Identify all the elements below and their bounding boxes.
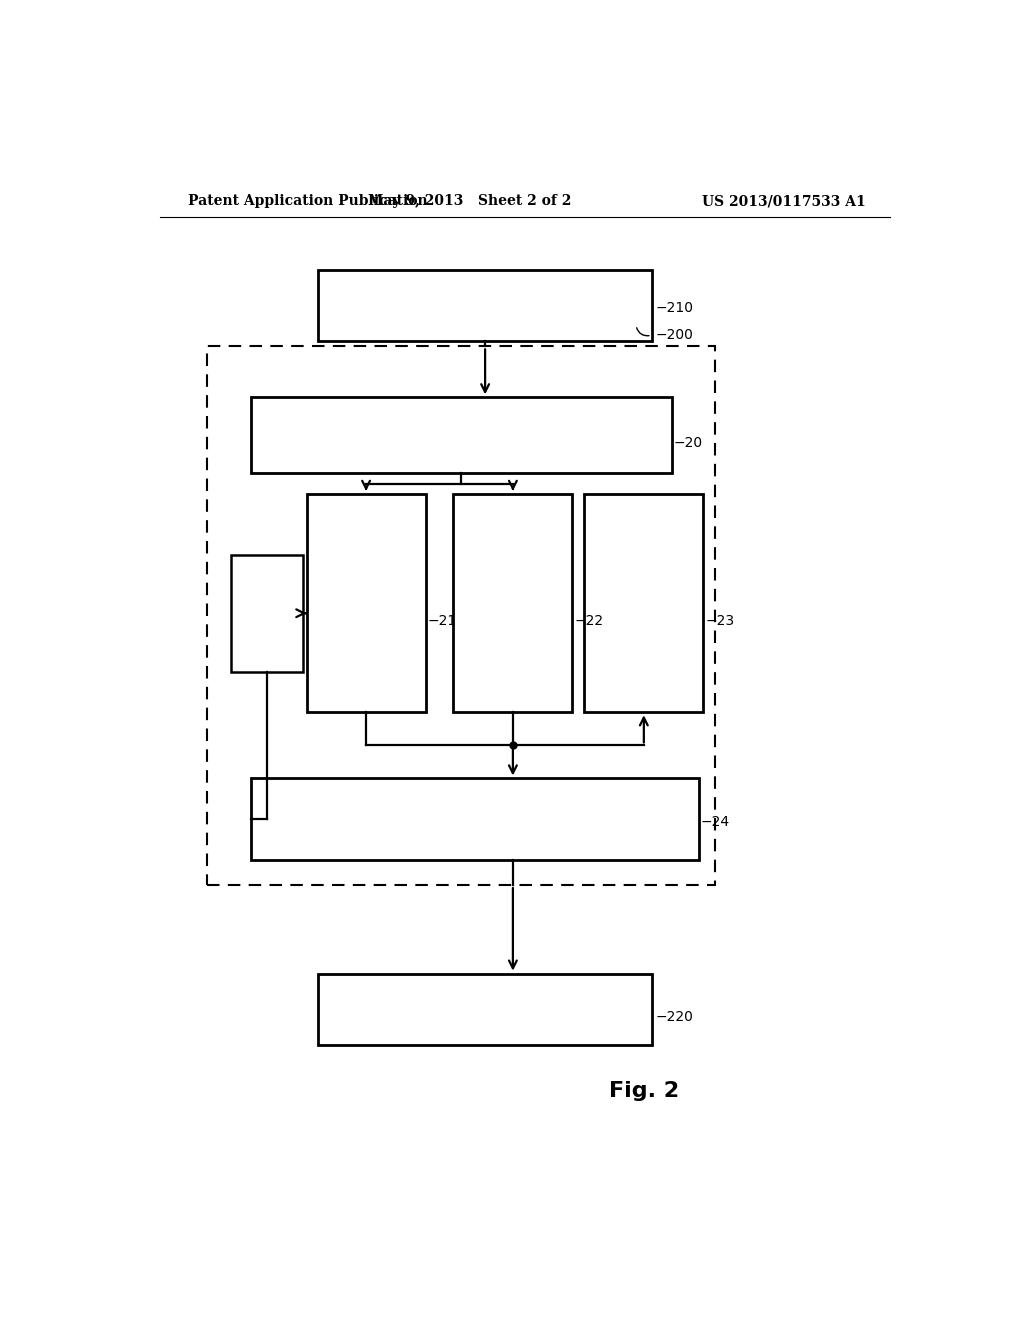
Text: Patent Application Publication: Patent Application Publication [187, 194, 427, 209]
Bar [318, 974, 651, 1044]
Text: Fig. 2: Fig. 2 [609, 1081, 679, 1101]
Text: −22: −22 [574, 614, 604, 628]
Bar [318, 271, 651, 342]
Text: −23: −23 [706, 614, 735, 628]
Text: −21: −21 [428, 614, 458, 628]
Text: US 2013/0117533 A1: US 2013/0117533 A1 [702, 194, 866, 209]
Bar [454, 494, 572, 713]
Text: May 9, 2013   Sheet 2 of 2: May 9, 2013 Sheet 2 of 2 [368, 194, 571, 209]
Text: −200: −200 [655, 329, 693, 342]
Bar [251, 397, 672, 474]
Bar [231, 554, 303, 672]
Bar [585, 494, 703, 713]
Text: −24: −24 [701, 816, 730, 829]
Bar [207, 346, 716, 886]
Text: −220: −220 [655, 1010, 693, 1024]
Text: −20: −20 [674, 436, 703, 450]
Text: −210: −210 [655, 301, 693, 314]
Bar [251, 779, 699, 859]
Bar [306, 494, 426, 713]
